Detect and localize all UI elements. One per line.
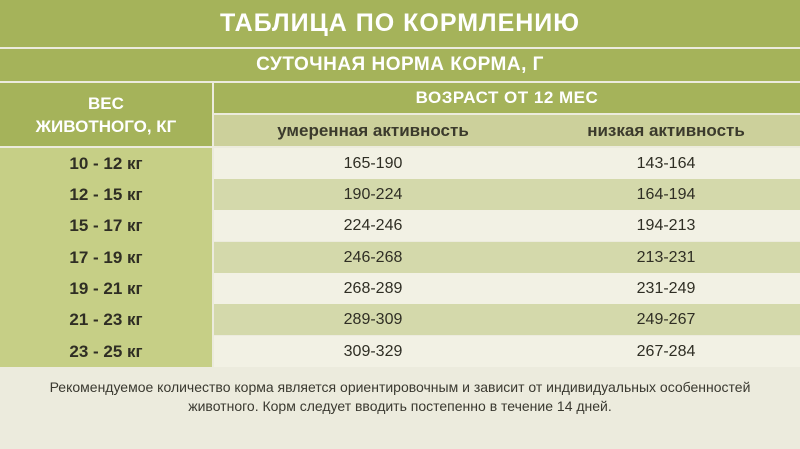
moderate-value: 246-268 [343,248,403,266]
moderate-value: 190-224 [343,185,403,203]
moderate-activity-header: умеренная активность [214,115,532,146]
weight-label: 10 - 12 кг [69,153,143,173]
low-value: 267-284 [636,342,696,360]
table-row: 224-246 194-213 [214,210,800,241]
weight-label: 12 - 15 кг [69,184,143,204]
low-value: 194-213 [636,216,696,234]
footnote-line2: животного. Корм следует вводить постепен… [188,398,612,414]
weight-column: 10 - 12 кг 12 - 15 кг 15 - 17 кг 17 - 19… [0,148,212,367]
moderate-value: 165-190 [343,154,403,172]
weight-header-line1: ВЕС [88,93,124,113]
footnote: Рекомендуемое количество корма является … [20,378,780,416]
weight-label: 21 - 23 кг [69,309,143,329]
table-row: 309-329 267-284 [214,336,800,367]
weight-header-line2: ЖИВОТНОГО, КГ [35,116,177,136]
table-row: 246-268 213-231 [214,242,800,273]
low-value: 143-164 [636,154,696,172]
low-value: 213-231 [636,248,696,266]
weight-column-header: ВЕС ЖИВОТНОГО, КГ [0,83,212,146]
weight-label: 15 - 17 кг [69,215,143,235]
table-row: 190-224 164-194 [214,179,800,210]
low-activity-header: низкая активность [532,115,800,146]
table-subtitle: СУТОЧНАЯ НОРМА КОРМА, Г [0,49,800,81]
moderate-value: 309-329 [343,342,403,360]
weight-label: 17 - 19 кг [69,247,143,267]
table-row: 165-190 143-164 [214,148,800,179]
moderate-value: 268-289 [343,279,403,297]
low-value: 249-267 [636,310,696,328]
table-title: ТАБЛИЦА ПО КОРМЛЕНИЮ [0,0,800,47]
moderate-value: 224-246 [343,216,403,234]
moderate-value: 289-309 [343,310,403,328]
low-value: 231-249 [636,279,696,297]
footnote-line1: Рекомендуемое количество корма является … [49,379,751,395]
weight-label: 23 - 25 кг [69,341,143,361]
age-group-header: ВОЗРАСТ ОТ 12 МЕС [214,83,800,113]
low-value: 164-194 [636,185,696,203]
table-row: 289-309 249-267 [214,304,800,335]
weight-label: 19 - 21 кг [69,278,143,298]
table-row: 268-289 231-249 [214,273,800,304]
